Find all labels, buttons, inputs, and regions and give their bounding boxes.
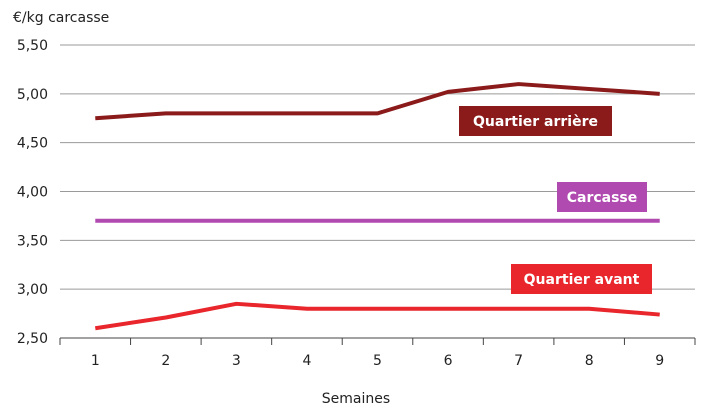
series-line-quartier-avant xyxy=(94,301,660,331)
series-lines xyxy=(94,82,660,331)
label-badge-background xyxy=(459,106,612,136)
y-tick-label: 5,00 xyxy=(17,87,48,103)
label-badge-text: Quartier arrière xyxy=(473,114,598,130)
x-tick-label: 6 xyxy=(444,353,453,369)
x-axis-title: Semaines xyxy=(322,391,390,407)
x-tick-label: 4 xyxy=(302,353,311,369)
x-tick-label: 5 xyxy=(373,353,382,369)
gridlines xyxy=(60,44,695,339)
x-tick-label: 7 xyxy=(514,353,523,369)
label-badge-quartier-arriere: Quartier arrière xyxy=(459,106,612,136)
label-badge-text: Quartier avant xyxy=(524,272,640,288)
series-labels: Quartier arrière Carcasse Quartier avant xyxy=(459,106,652,294)
y-tick-label: 4,00 xyxy=(17,185,48,201)
y-axis-ticks: 2,50 3,00 3,50 4,00 4,50 5,00 5,50 xyxy=(17,38,48,347)
series-line-quartier-arriere xyxy=(95,82,660,121)
y-tick-label: 5,50 xyxy=(17,38,48,54)
y-tick-label: 3,50 xyxy=(17,233,48,249)
y-tick-label: 2,50 xyxy=(17,331,48,347)
label-badge-carcasse: Carcasse xyxy=(557,182,647,212)
label-badge-background xyxy=(557,182,647,212)
x-tick-label: 8 xyxy=(585,353,594,369)
x-tick-label: 1 xyxy=(91,353,100,369)
y-tick-label: 3,00 xyxy=(17,282,48,298)
x-tick-label: 9 xyxy=(655,353,664,369)
label-badge-background xyxy=(511,264,652,294)
y-axis-title: €/kg carcasse xyxy=(13,10,109,26)
x-tick-label: 3 xyxy=(232,353,241,369)
label-badge-quartier-avant: Quartier avant xyxy=(511,264,652,294)
x-axis: 1 2 3 4 5 6 7 8 9 xyxy=(59,338,696,369)
x-tick-label: 2 xyxy=(161,353,170,369)
y-tick-label: 4,50 xyxy=(17,136,48,152)
label-badge-text: Carcasse xyxy=(567,190,638,206)
